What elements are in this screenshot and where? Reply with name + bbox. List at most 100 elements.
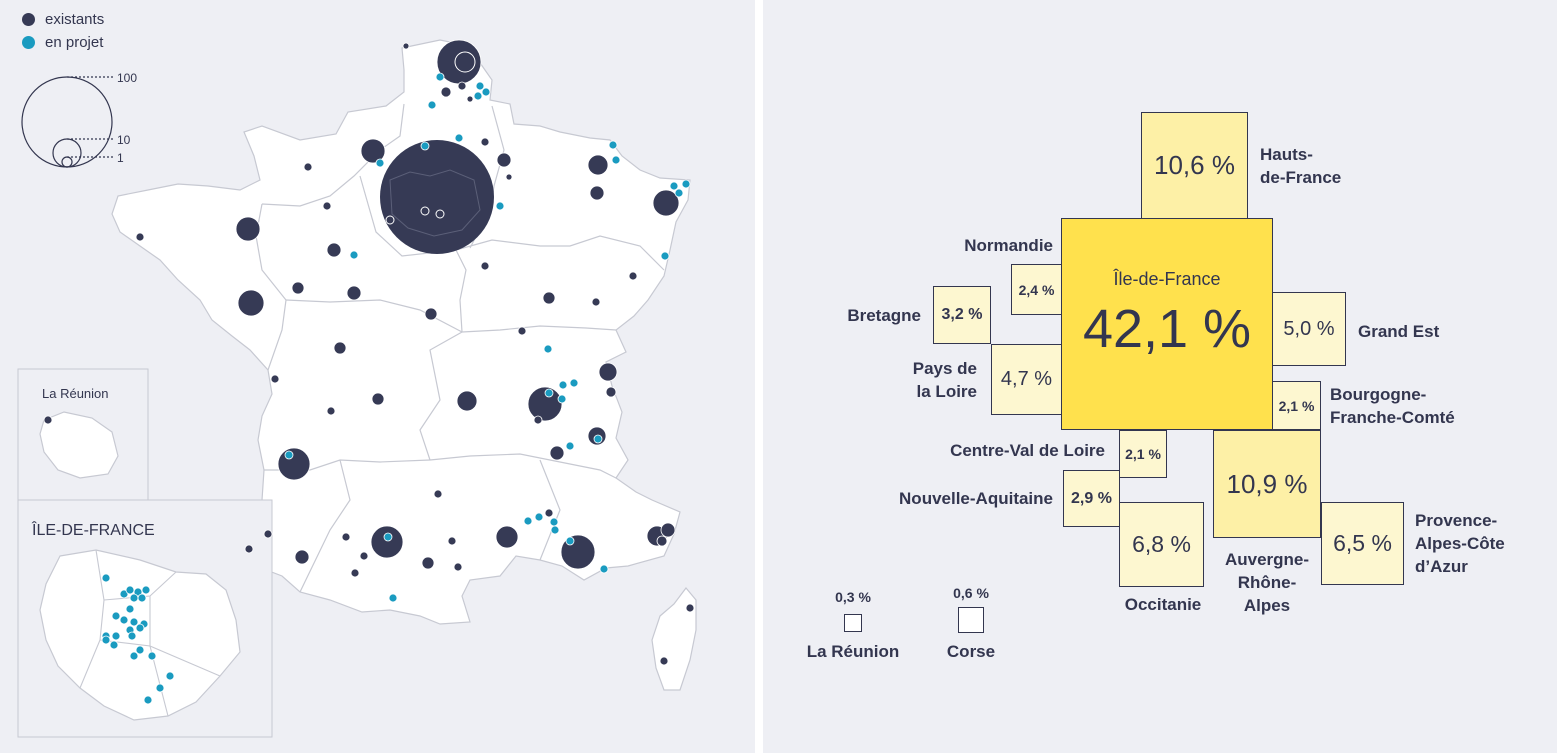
- cell-bretagne: 3,2 %: [933, 286, 991, 344]
- planned-site-marker: [435, 72, 445, 82]
- cell-corse: [958, 607, 984, 633]
- existing-site-marker: [527, 386, 563, 422]
- size-legend-10: 10: [117, 133, 131, 147]
- france-map: 100 10 1: [17, 39, 697, 738]
- cell-occitanie: 6,8 %: [1119, 502, 1204, 587]
- planned-site-marker: [565, 536, 575, 546]
- planned-site-marker: [681, 179, 691, 189]
- planned-site-marker: [141, 585, 151, 595]
- existing-site-marker: [505, 173, 513, 181]
- existing-site-marker: [480, 137, 490, 147]
- pct-cvl: 2,1 %: [1125, 446, 1161, 462]
- planned-site-marker: [475, 81, 485, 91]
- map-panel: 100 10 1 existants en projet: [0, 0, 755, 753]
- planned-site-marker: [593, 434, 603, 444]
- label-grandest: Grand Est: [1358, 322, 1440, 341]
- planned-site-marker: [543, 344, 553, 354]
- planned-site-marker: [599, 564, 609, 574]
- planned-site-marker: [669, 181, 679, 191]
- existing-site-marker: [480, 261, 490, 271]
- existing-site-marker: [135, 232, 145, 242]
- planned-site-marker: [135, 645, 145, 655]
- site-outline-marker: [454, 51, 476, 73]
- planned-site-marker: [544, 388, 554, 398]
- cell-normandie: 2,4 %: [1011, 264, 1062, 315]
- planned-site-marker: [349, 250, 359, 260]
- existing-site-marker: [424, 307, 438, 321]
- existing-site-marker: [341, 532, 351, 542]
- label-bretagne: Bretagne: [847, 306, 921, 325]
- planned-site-marker: [608, 140, 618, 150]
- legend-planned: en projet: [22, 31, 104, 54]
- region-treemap: 10,6 % Hauts- de-France Île-de-France 42…: [763, 0, 1557, 753]
- planned-site-marker: [473, 91, 483, 101]
- label-bfc: Bourgogne- Franche-Comté: [1330, 385, 1455, 427]
- cell-grandest: 5,0 %: [1272, 292, 1346, 366]
- planned-site-marker: [284, 450, 294, 460]
- cell-na: 2,9 %: [1063, 470, 1120, 527]
- pct-na: 2,9 %: [1071, 489, 1112, 507]
- cell-idf: Île-de-France 42,1 %: [1061, 218, 1273, 430]
- pct-idf: 42,1 %: [1082, 298, 1252, 359]
- existing-site-marker: [237, 289, 265, 317]
- pct-pdl: 4,7 %: [1000, 368, 1053, 390]
- existing-site-marker: [656, 535, 668, 547]
- planned-site-marker: [119, 615, 129, 625]
- label-hdf: Hauts- de-France: [1260, 145, 1342, 187]
- planned-site-marker: [383, 532, 393, 542]
- pct-ara: 10,9 %: [1226, 468, 1308, 499]
- planned-site-marker: [523, 516, 533, 526]
- existing-site-marker: [326, 406, 336, 416]
- planned-site-marker: [137, 593, 147, 603]
- cell-paca: 6,5 %: [1321, 502, 1404, 585]
- cell-pdl: 4,7 %: [991, 344, 1062, 415]
- legend-existing-label: existants: [45, 11, 105, 28]
- existing-site-marker: [303, 162, 313, 172]
- existing-site-marker: [322, 201, 332, 211]
- label-occitanie: Occitanie: [1124, 595, 1202, 614]
- planned-site-marker: [557, 394, 567, 404]
- pct-grandest: 5,0 %: [1283, 317, 1335, 340]
- legend: existants en projet: [22, 8, 104, 54]
- planned-site-marker: [101, 573, 111, 583]
- existing-site-marker: [333, 341, 347, 355]
- france-mainland: [111, 39, 691, 625]
- site-outline-marker: [420, 206, 430, 216]
- planned-site-marker: [119, 589, 129, 599]
- existing-site-marker: [496, 152, 512, 168]
- size-legend: [21, 76, 115, 168]
- existing-dot-icon: [22, 13, 35, 26]
- planned-site-marker: [143, 695, 153, 705]
- size-legend-1: 1: [117, 151, 124, 165]
- planned-site-marker: [454, 133, 464, 143]
- planned-site-marker: [534, 512, 544, 522]
- existing-site-marker: [598, 362, 618, 382]
- cell-reunion: [844, 614, 862, 632]
- existing-site-marker: [517, 326, 527, 336]
- existing-site-marker: [447, 536, 457, 546]
- planned-site-marker: [111, 631, 121, 641]
- existing-site-marker: [421, 556, 435, 570]
- planned-site-marker: [125, 585, 135, 595]
- planned-site-marker: [660, 251, 670, 261]
- existing-site-marker: [360, 138, 386, 164]
- planned-site-marker: [111, 611, 121, 621]
- planned-site-marker: [109, 640, 119, 650]
- site-outline-marker: [385, 215, 395, 225]
- existing-site-marker: [457, 81, 467, 91]
- label-reunion: La Réunion: [806, 642, 900, 661]
- existing-site-marker: [589, 185, 605, 201]
- existing-site-marker: [544, 508, 554, 518]
- planned-site-marker: [135, 623, 145, 633]
- reunion-island: [39, 411, 119, 479]
- planned-site-marker: [495, 201, 505, 211]
- pct-hdf: 10,6 %: [1154, 150, 1235, 180]
- planned-site-marker: [550, 525, 560, 535]
- existing-site-marker: [346, 285, 362, 301]
- cell-hdf: 10,6 %: [1141, 112, 1248, 219]
- size-legend-100: 100: [117, 71, 137, 85]
- idf-inset-title: ÎLE-DE-FRANCE: [32, 522, 155, 539]
- planned-site-marker: [611, 155, 621, 165]
- existing-site-marker: [533, 415, 543, 425]
- label-na: Nouvelle-Aquitaine: [899, 489, 1053, 508]
